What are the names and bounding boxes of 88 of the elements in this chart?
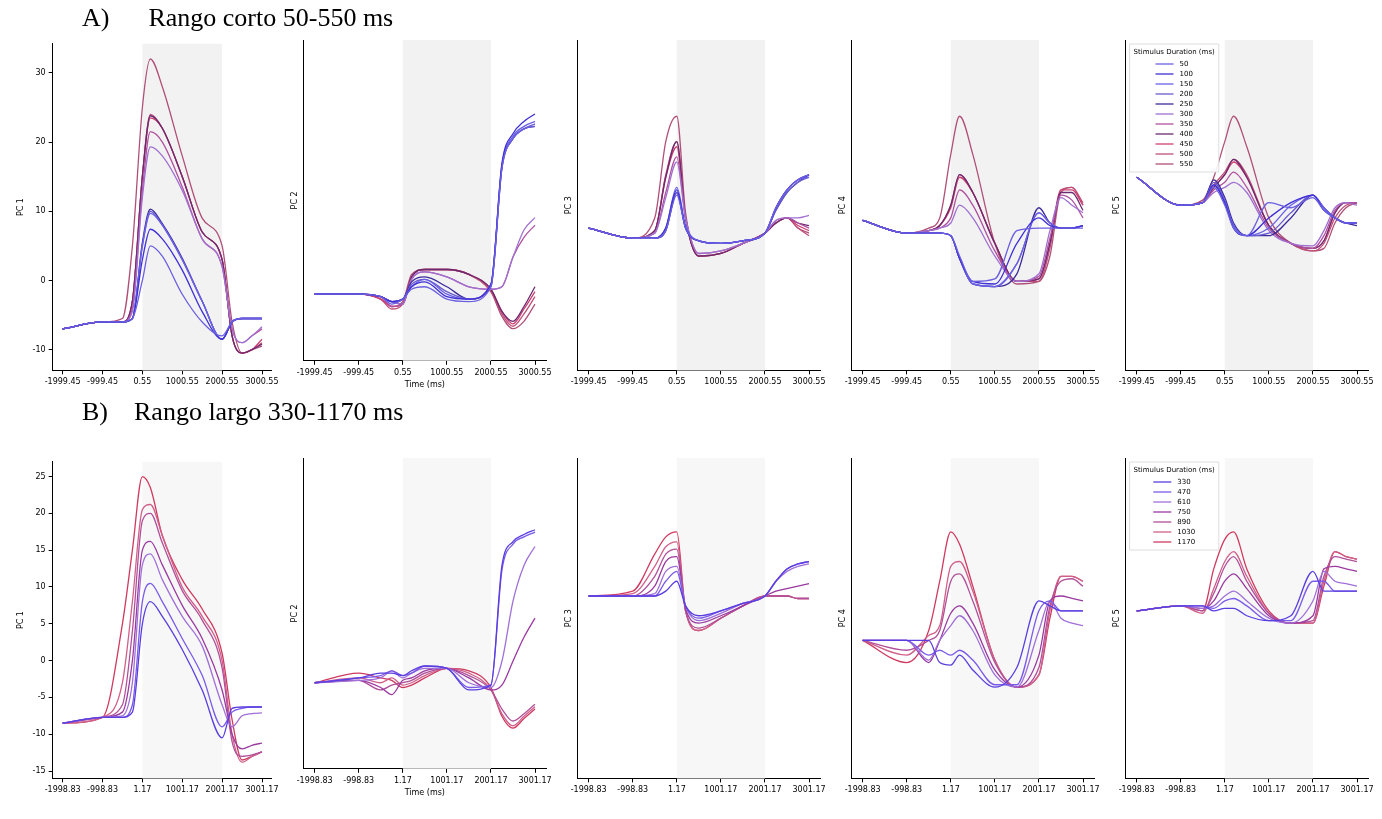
x-tick-label: 1.17: [941, 785, 960, 795]
x-tick-label: 1001.17: [165, 785, 199, 795]
x-tick-label: 3000.55: [518, 367, 552, 377]
x-tick-label: 0.55: [941, 377, 960, 387]
y-tick-label: 5: [40, 618, 46, 628]
y-tick-label: 20: [35, 137, 46, 147]
x-tick-label: -999.45: [1165, 377, 1197, 387]
x-axis-title: Time (ms): [403, 788, 445, 798]
y-tick-label: -5: [37, 692, 46, 702]
x-tick-label: -1998.83: [570, 785, 607, 795]
y-axis-title: PC 3: [563, 196, 573, 215]
x-tick-label: 2001.17: [205, 785, 239, 795]
x-tick-label: -1998.83: [296, 775, 333, 785]
x-tick-label: 1000.55: [978, 377, 1012, 387]
x-tick-label: 2001.17: [474, 775, 508, 785]
y-tick-label: -10: [32, 344, 46, 354]
y-axis-title: PC 2: [289, 604, 299, 623]
x-tick-label: -998.83: [1165, 785, 1197, 795]
x-tick-label: -1998.83: [1118, 785, 1155, 795]
y-tick-label: 30: [35, 67, 46, 77]
x-tick-label: 2000.55: [205, 377, 239, 387]
x-tick-label: -1998.83: [844, 785, 881, 795]
x-tick-label: -1999.45: [1118, 377, 1155, 387]
y-axis-title: PC 5: [1111, 609, 1121, 628]
x-tick-label: 1000.55: [165, 377, 199, 387]
x-tick-label: 1001.17: [704, 785, 738, 795]
y-tick-label: 25: [35, 471, 46, 481]
x-tick-label: 1001.17: [978, 785, 1012, 795]
x-tick-label: 1.17: [1215, 785, 1234, 795]
x-tick-label: -999.45: [343, 367, 375, 377]
y-axis-title: PC 5: [1111, 196, 1121, 215]
x-tick-label: 3001.17: [1066, 785, 1100, 795]
chart-title: B) Rango largo 330-1170 ms: [81, 396, 405, 428]
y-axis-title: PC 4: [837, 196, 847, 215]
x-tick-label: 1000.55: [1252, 377, 1286, 387]
x-tick-label: 3000.55: [1066, 377, 1100, 387]
x-tick-label: 2001.17: [748, 785, 782, 795]
x-tick-label: 1000.55: [430, 367, 464, 377]
y-axis-title: PC 2: [289, 191, 299, 210]
x-tick-label: 1001.17: [1252, 785, 1286, 795]
x-tick-label: -1999.45: [296, 367, 333, 377]
x-tick-label: 3001.17: [792, 785, 826, 795]
y-axis-title: PC 3: [563, 609, 573, 628]
x-tick-label: -998.83: [87, 785, 118, 795]
x-tick-label: -999.45: [87, 377, 118, 387]
x-tick-label: -1999.45: [570, 377, 607, 387]
x-tick-label: 0.55: [667, 377, 686, 387]
y-tick-label: 20: [35, 508, 46, 518]
y-tick-label: 10: [35, 206, 46, 216]
y-tick-label: 15: [35, 545, 46, 555]
x-tick-label: -1999.45: [844, 377, 881, 387]
x-tick-label: 0.55: [133, 377, 152, 387]
x-tick-label: 2000.55: [1296, 377, 1330, 387]
x-tick-label: 3001.17: [1340, 785, 1374, 795]
x-tick-label: 2000.55: [1022, 377, 1056, 387]
x-tick-label: 1.17: [133, 785, 152, 795]
chart-title: A) Rango corto 50-550 ms: [81, 2, 395, 34]
x-tick-label: 1.17: [393, 775, 412, 785]
x-tick-label: 3001.17: [245, 785, 279, 795]
x-tick-label: 2001.17: [1022, 785, 1056, 795]
x-axis-title: Time (ms): [403, 380, 445, 390]
x-tick-label: -998.83: [891, 785, 923, 795]
y-axis-title: PC 4: [837, 609, 847, 628]
y-axis-title: PC 1: [15, 198, 25, 217]
x-tick-label: 3000.55: [245, 377, 279, 387]
y-tick-label: -15: [32, 766, 46, 776]
y-axis-title: PC 1: [15, 611, 25, 630]
x-tick-label: 3000.55: [792, 377, 826, 387]
x-tick-label: 1.17: [667, 785, 686, 795]
x-tick-label: -1998.83: [44, 785, 81, 795]
x-tick-label: 0.55: [393, 367, 412, 377]
y-tick-label: 0: [40, 655, 46, 665]
x-tick-label: -999.45: [891, 377, 923, 387]
x-tick-label: 1001.17: [430, 775, 464, 785]
y-tick-label: 0: [40, 275, 46, 285]
x-tick-label: 2001.17: [1296, 785, 1330, 795]
x-tick-label: 3000.55: [1340, 377, 1374, 387]
x-tick-label: -998.83: [617, 785, 649, 795]
x-tick-label: -998.83: [343, 775, 375, 785]
y-tick-label: 10: [35, 582, 46, 592]
x-tick-label: 2000.55: [474, 367, 508, 377]
y-tick-label: -10: [32, 729, 46, 739]
x-tick-label: 3001.17: [518, 775, 552, 785]
x-tick-label: 1000.55: [704, 377, 738, 387]
x-tick-label: -1999.45: [44, 377, 81, 387]
x-tick-label: -999.45: [617, 377, 649, 387]
x-tick-label: 0.55: [1215, 377, 1234, 387]
x-tick-label: 2000.55: [748, 377, 782, 387]
